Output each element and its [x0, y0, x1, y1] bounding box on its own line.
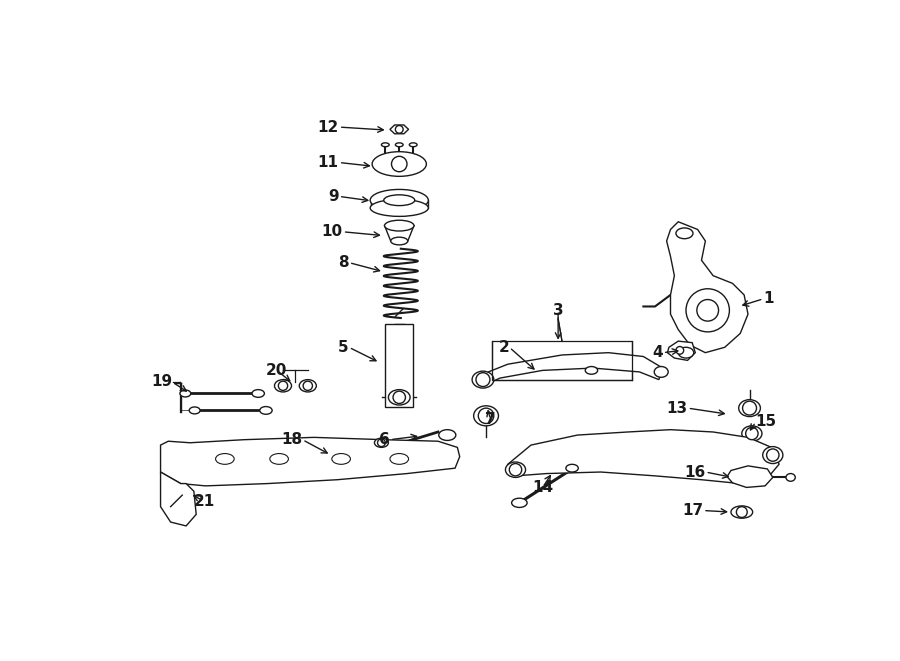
Ellipse shape [252, 389, 265, 397]
Circle shape [767, 449, 779, 461]
Polygon shape [668, 341, 696, 360]
Ellipse shape [473, 406, 499, 426]
Text: 10: 10 [321, 224, 343, 239]
Ellipse shape [472, 371, 494, 388]
Ellipse shape [676, 228, 693, 239]
Ellipse shape [189, 407, 200, 414]
Ellipse shape [374, 438, 389, 447]
Ellipse shape [270, 453, 288, 464]
Ellipse shape [395, 143, 403, 147]
Text: 5: 5 [338, 340, 349, 355]
Text: 9: 9 [328, 189, 338, 204]
Text: 12: 12 [318, 120, 338, 135]
Ellipse shape [439, 430, 455, 440]
Text: 20: 20 [266, 363, 287, 378]
Ellipse shape [762, 447, 783, 463]
Circle shape [392, 156, 407, 172]
Ellipse shape [383, 195, 415, 206]
Circle shape [278, 381, 288, 391]
Ellipse shape [389, 389, 410, 405]
Ellipse shape [654, 367, 668, 377]
Ellipse shape [260, 407, 272, 414]
Circle shape [746, 428, 758, 440]
Circle shape [478, 408, 494, 424]
Polygon shape [727, 466, 773, 487]
Ellipse shape [585, 367, 598, 374]
Ellipse shape [511, 498, 527, 508]
Text: 15: 15 [756, 414, 777, 430]
Ellipse shape [332, 453, 350, 464]
Ellipse shape [679, 347, 694, 358]
Polygon shape [390, 125, 409, 134]
Circle shape [676, 346, 684, 354]
Circle shape [395, 126, 403, 134]
Text: 16: 16 [684, 465, 706, 479]
Text: 19: 19 [151, 374, 172, 389]
Text: 2: 2 [499, 340, 509, 355]
Circle shape [509, 463, 522, 476]
Ellipse shape [410, 143, 417, 147]
Ellipse shape [370, 200, 428, 216]
Polygon shape [667, 222, 748, 353]
Ellipse shape [390, 453, 409, 464]
Ellipse shape [566, 464, 579, 472]
Ellipse shape [739, 400, 760, 416]
Polygon shape [160, 472, 196, 526]
Text: 21: 21 [194, 494, 214, 509]
Polygon shape [385, 324, 413, 407]
Ellipse shape [370, 190, 428, 211]
Text: 13: 13 [666, 401, 688, 416]
Text: 18: 18 [281, 432, 302, 447]
Circle shape [686, 289, 729, 332]
Ellipse shape [274, 379, 292, 392]
Text: 6: 6 [379, 432, 390, 447]
Text: 7: 7 [485, 412, 496, 427]
Ellipse shape [731, 506, 752, 518]
Ellipse shape [300, 379, 316, 392]
Text: 4: 4 [652, 345, 662, 360]
Circle shape [378, 439, 385, 447]
Circle shape [736, 507, 747, 518]
Ellipse shape [786, 473, 796, 481]
Ellipse shape [372, 152, 427, 176]
Text: 8: 8 [338, 255, 349, 270]
Ellipse shape [382, 143, 389, 147]
Polygon shape [508, 430, 779, 484]
Text: 11: 11 [318, 155, 338, 170]
Polygon shape [477, 353, 662, 386]
Text: 17: 17 [682, 503, 703, 518]
Text: 3: 3 [553, 303, 563, 318]
Ellipse shape [180, 390, 191, 397]
Circle shape [303, 381, 312, 391]
Ellipse shape [506, 462, 526, 477]
Text: 14: 14 [532, 480, 554, 495]
Circle shape [697, 299, 718, 321]
Ellipse shape [742, 426, 762, 442]
Text: 1: 1 [763, 292, 774, 306]
Polygon shape [160, 438, 460, 486]
Circle shape [393, 391, 405, 403]
Ellipse shape [216, 453, 234, 464]
Ellipse shape [391, 237, 408, 245]
Ellipse shape [384, 220, 414, 231]
Circle shape [476, 373, 490, 387]
Circle shape [742, 401, 757, 415]
